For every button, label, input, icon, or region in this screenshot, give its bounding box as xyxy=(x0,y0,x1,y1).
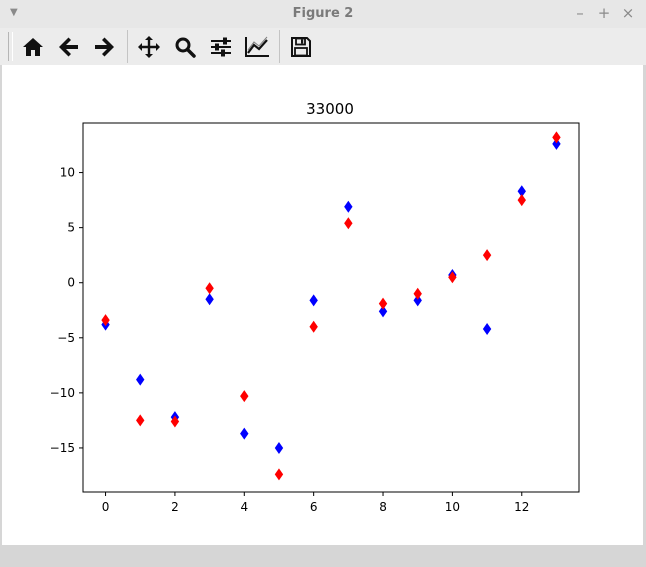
data-point-marker xyxy=(274,468,284,481)
home-icon xyxy=(23,37,43,56)
back-button[interactable] xyxy=(54,32,84,61)
home-button[interactable] xyxy=(18,32,48,61)
navigation-toolbar xyxy=(0,28,646,65)
maximize-icon[interactable]: + xyxy=(597,4,611,22)
zoom-button[interactable] xyxy=(170,32,200,61)
window-menu-icon[interactable]: ▼ xyxy=(10,7,18,18)
data-point-marker xyxy=(344,217,353,230)
data-point-marker xyxy=(136,414,145,427)
data-point-marker xyxy=(309,320,318,333)
data-point-marker xyxy=(344,200,353,213)
move-icon xyxy=(138,35,160,58)
data-point-marker xyxy=(205,282,214,295)
data-point-marker xyxy=(309,294,318,307)
arrow-right-icon xyxy=(95,37,114,56)
data-point-marker xyxy=(274,441,284,454)
chart-title: 33000 xyxy=(306,100,354,118)
status-bar xyxy=(0,545,646,567)
data-point-marker xyxy=(448,271,457,284)
x-tick-label: 4 xyxy=(240,500,248,514)
x-tick-label: 0 xyxy=(102,500,110,514)
data-point-marker xyxy=(170,415,180,428)
figure-canvas[interactable]: 33000 0 2 4 6 8 10 12 10 5 0 −5 −10 −15 xyxy=(2,65,643,545)
data-point-marker xyxy=(413,287,422,300)
scatter-chart: 33000 0 2 4 6 8 10 12 10 5 0 −5 −10 −15 xyxy=(50,100,580,514)
pan-button[interactable] xyxy=(134,32,164,61)
data-point-marker xyxy=(205,293,214,306)
x-tick-label: 12 xyxy=(514,500,529,514)
data-point-marker xyxy=(136,373,145,386)
configure-subplots-button[interactable] xyxy=(206,32,236,61)
minimize-icon[interactable]: – xyxy=(576,4,584,22)
toolbar-separator xyxy=(127,30,128,63)
data-point-marker xyxy=(378,305,388,318)
arrow-left-icon xyxy=(59,37,78,56)
data-points xyxy=(101,131,561,481)
toolbar-grip[interactable] xyxy=(8,32,13,61)
y-tick-label: −15 xyxy=(50,441,75,455)
x-tick-label: 10 xyxy=(445,500,460,514)
data-point-marker xyxy=(378,297,388,310)
close-icon[interactable]: × xyxy=(621,4,635,22)
chart-line-icon xyxy=(245,36,269,57)
sliders-icon xyxy=(211,37,231,56)
data-point-marker xyxy=(482,322,492,335)
data-point-marker xyxy=(517,185,526,198)
data-point-marker xyxy=(101,314,110,327)
toolbar-separator xyxy=(279,30,280,63)
data-point-marker xyxy=(517,194,526,207)
data-point-marker xyxy=(482,249,492,262)
axis-ticks: 0 2 4 6 8 10 12 10 5 0 −5 −10 −15 xyxy=(50,166,530,514)
data-point-marker xyxy=(552,137,561,150)
data-point-marker xyxy=(240,390,249,403)
data-point-marker xyxy=(552,131,561,144)
plot-frame xyxy=(82,122,580,493)
y-tick-label: −10 xyxy=(50,386,75,400)
window-title: Figure 2 xyxy=(292,6,354,21)
edit-axis-button[interactable] xyxy=(242,32,272,61)
x-tick-label: 6 xyxy=(310,500,318,514)
y-tick-label: 5 xyxy=(67,221,75,235)
y-tick-label: −5 xyxy=(57,331,75,345)
x-tick-label: 8 xyxy=(379,500,387,514)
y-tick-label: 0 xyxy=(67,276,75,290)
y-tick-label: 10 xyxy=(60,166,75,180)
data-point-marker xyxy=(240,427,249,440)
save-button[interactable] xyxy=(286,32,316,61)
forward-button[interactable] xyxy=(89,32,119,61)
data-point-marker xyxy=(413,294,422,307)
floppy-disk-icon xyxy=(291,36,311,57)
window-titlebar: ▼ Figure 2 – + × xyxy=(0,0,646,29)
x-tick-label: 2 xyxy=(171,500,179,514)
search-icon xyxy=(175,37,196,58)
